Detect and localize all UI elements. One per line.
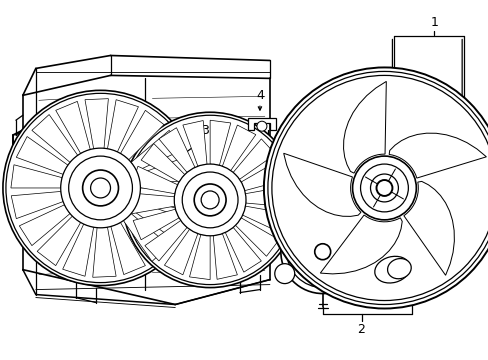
Polygon shape bbox=[138, 157, 189, 184]
Polygon shape bbox=[131, 166, 177, 194]
Ellipse shape bbox=[352, 156, 415, 220]
Polygon shape bbox=[120, 110, 163, 160]
Polygon shape bbox=[403, 181, 453, 275]
Ellipse shape bbox=[314, 244, 330, 260]
Ellipse shape bbox=[370, 174, 398, 202]
Ellipse shape bbox=[304, 234, 340, 270]
Text: 2: 2 bbox=[357, 323, 365, 336]
Ellipse shape bbox=[274, 264, 294, 284]
Polygon shape bbox=[130, 193, 174, 214]
Polygon shape bbox=[85, 99, 108, 149]
Polygon shape bbox=[111, 222, 145, 275]
Polygon shape bbox=[123, 213, 169, 261]
Polygon shape bbox=[222, 125, 255, 171]
Polygon shape bbox=[189, 235, 210, 280]
Polygon shape bbox=[133, 209, 179, 240]
Polygon shape bbox=[241, 160, 286, 191]
Polygon shape bbox=[245, 186, 289, 207]
Polygon shape bbox=[210, 120, 230, 165]
Ellipse shape bbox=[280, 210, 364, 293]
Ellipse shape bbox=[387, 258, 410, 279]
Polygon shape bbox=[213, 234, 237, 279]
Ellipse shape bbox=[271, 75, 488, 301]
Polygon shape bbox=[32, 114, 78, 162]
Polygon shape bbox=[388, 133, 486, 178]
Polygon shape bbox=[56, 102, 90, 153]
Ellipse shape bbox=[3, 90, 198, 285]
Ellipse shape bbox=[452, 146, 460, 154]
Polygon shape bbox=[62, 224, 93, 276]
Ellipse shape bbox=[61, 148, 140, 228]
Ellipse shape bbox=[82, 170, 118, 206]
Polygon shape bbox=[183, 121, 206, 166]
Ellipse shape bbox=[182, 172, 238, 228]
Polygon shape bbox=[225, 228, 261, 272]
Ellipse shape bbox=[125, 115, 294, 285]
Ellipse shape bbox=[68, 156, 132, 220]
Polygon shape bbox=[107, 100, 138, 152]
Polygon shape bbox=[141, 144, 184, 182]
Polygon shape bbox=[131, 130, 182, 171]
Ellipse shape bbox=[264, 67, 488, 309]
Polygon shape bbox=[139, 188, 190, 211]
Polygon shape bbox=[320, 215, 402, 274]
Polygon shape bbox=[164, 229, 198, 275]
Ellipse shape bbox=[294, 224, 350, 280]
Ellipse shape bbox=[286, 216, 358, 288]
Polygon shape bbox=[11, 165, 62, 188]
Polygon shape bbox=[235, 218, 279, 256]
Text: 4: 4 bbox=[256, 89, 264, 102]
Text: 1: 1 bbox=[429, 16, 437, 29]
Ellipse shape bbox=[360, 164, 407, 212]
Ellipse shape bbox=[194, 184, 225, 216]
Polygon shape bbox=[144, 220, 187, 261]
Polygon shape bbox=[283, 153, 360, 216]
Ellipse shape bbox=[201, 191, 219, 209]
Polygon shape bbox=[37, 216, 81, 266]
Polygon shape bbox=[93, 227, 116, 277]
Polygon shape bbox=[16, 136, 68, 174]
Polygon shape bbox=[247, 118, 275, 130]
Polygon shape bbox=[159, 128, 195, 172]
Polygon shape bbox=[19, 205, 70, 246]
Ellipse shape bbox=[122, 112, 297, 288]
Ellipse shape bbox=[256, 121, 266, 131]
Polygon shape bbox=[11, 192, 63, 219]
Ellipse shape bbox=[374, 256, 409, 283]
Ellipse shape bbox=[90, 178, 110, 198]
Polygon shape bbox=[242, 206, 288, 234]
Polygon shape bbox=[233, 139, 275, 179]
Ellipse shape bbox=[274, 220, 294, 240]
Polygon shape bbox=[133, 202, 184, 239]
Ellipse shape bbox=[6, 93, 195, 283]
Ellipse shape bbox=[376, 180, 392, 196]
Ellipse shape bbox=[174, 164, 245, 236]
Ellipse shape bbox=[267, 71, 488, 305]
Polygon shape bbox=[343, 81, 386, 173]
Text: 3: 3 bbox=[201, 124, 209, 137]
